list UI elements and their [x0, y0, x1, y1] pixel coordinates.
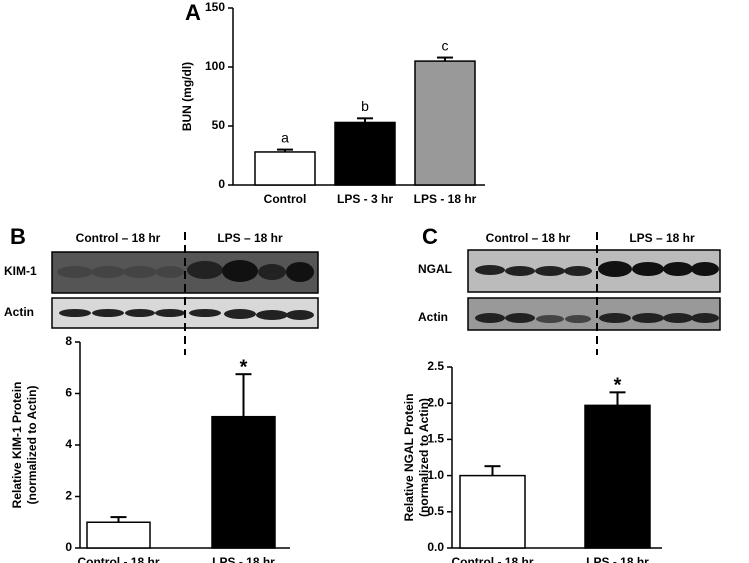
y-tick-label: 0 — [65, 540, 72, 554]
x-tick-label: LPS - 18 hr — [586, 555, 649, 563]
panel-label: B — [10, 224, 26, 249]
y-tick-label: 50 — [212, 118, 226, 132]
x-tick-label: LPS - 18 hr — [212, 555, 275, 563]
bar — [254, 151, 316, 186]
x-tick-label: LPS - 18 hr — [414, 192, 477, 206]
bar — [86, 521, 151, 549]
y-tick-label: 6 — [65, 386, 72, 400]
blot-group: LPS – 18 hr — [217, 231, 283, 245]
y-tick-label: 2.0 — [427, 395, 444, 409]
bar — [584, 404, 651, 549]
blot-row: Actin — [4, 305, 34, 319]
bar — [459, 474, 526, 549]
panel-label: A — [185, 0, 201, 25]
bar — [211, 415, 276, 549]
y-tick-label: 100 — [205, 59, 225, 73]
bar-label: c — [442, 37, 449, 53]
y-tick-label: 2.5 — [427, 359, 444, 373]
panel-label: C — [422, 224, 438, 249]
y-axis-label: (normalized to Actin) — [417, 398, 431, 517]
blot-b — [51, 232, 319, 355]
blot-group: Control – 18 hr — [486, 231, 571, 245]
x-tick-label: LPS - 3 hr — [337, 192, 393, 206]
bar-label: a — [281, 129, 289, 145]
y-tick-label: 1.5 — [427, 432, 444, 446]
blot-row: KIM-1 — [4, 264, 37, 278]
x-tick-label: Control - 18 hr — [77, 555, 159, 563]
blot-c — [467, 232, 721, 355]
y-tick-label: 150 — [205, 0, 225, 14]
y-tick-label: 0.0 — [427, 540, 444, 554]
y-axis-label: BUN (mg/dl) — [180, 62, 194, 131]
bar — [414, 60, 476, 186]
y-tick-label: 1.0 — [427, 468, 444, 482]
bar-label: * — [614, 375, 622, 397]
y-tick-label: 2 — [65, 489, 72, 503]
y-axis-label: Relative KIM-1 Protein — [10, 382, 24, 509]
blot-row: Actin — [418, 310, 448, 324]
y-tick-label: 0 — [218, 177, 225, 191]
bar — [334, 121, 396, 186]
blot-group: Control – 18 hr — [76, 231, 161, 245]
y-tick-label: 8 — [65, 334, 72, 348]
bar-label: * — [240, 356, 248, 378]
bar-label: b — [361, 98, 369, 114]
x-tick-label: Control — [264, 192, 307, 206]
y-axis-label: (normalized to Actin) — [25, 386, 39, 505]
x-tick-label: Control - 18 hr — [451, 555, 533, 563]
y-tick-label: 4 — [65, 437, 72, 451]
y-axis-label: Relative NGAL Protein — [402, 394, 416, 522]
blot-group: LPS – 18 hr — [629, 231, 695, 245]
blot-row: NGAL — [418, 262, 452, 276]
y-tick-label: 0.5 — [427, 504, 444, 518]
